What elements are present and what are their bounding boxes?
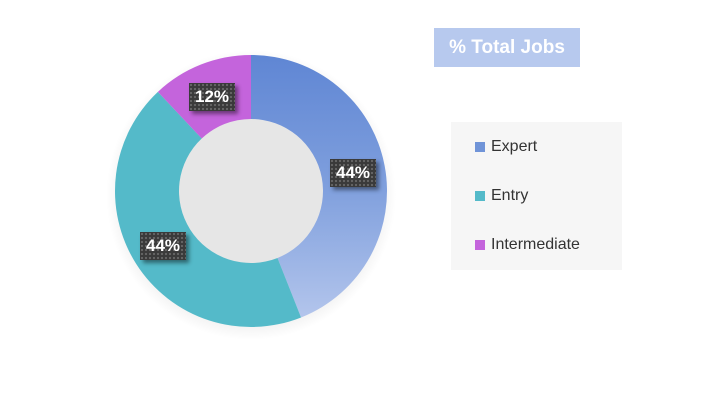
legend-swatch-expert: [475, 142, 485, 152]
data-label-intermediate: 12%: [189, 83, 236, 111]
slice-expert: [251, 55, 388, 318]
slice-entry: [114, 91, 302, 328]
legend-item-entry: Entry: [475, 186, 528, 206]
legend-label-intermediate: Intermediate: [491, 236, 580, 253]
legend-item-expert: Expert: [475, 137, 537, 157]
legend-label-expert: Expert: [491, 138, 538, 155]
legend-label-entry: Entry: [491, 187, 529, 204]
chart-title: % Total Jobs: [434, 28, 580, 67]
data-label-expert: 44%: [330, 159, 377, 187]
data-label-entry: 44%: [140, 232, 187, 260]
legend-swatch-entry: [475, 191, 485, 201]
legend-swatch-intermediate: [475, 240, 485, 250]
legend-item-intermediate: Intermediate: [475, 235, 580, 255]
legend: Expert Entry Intermediate: [451, 122, 622, 270]
